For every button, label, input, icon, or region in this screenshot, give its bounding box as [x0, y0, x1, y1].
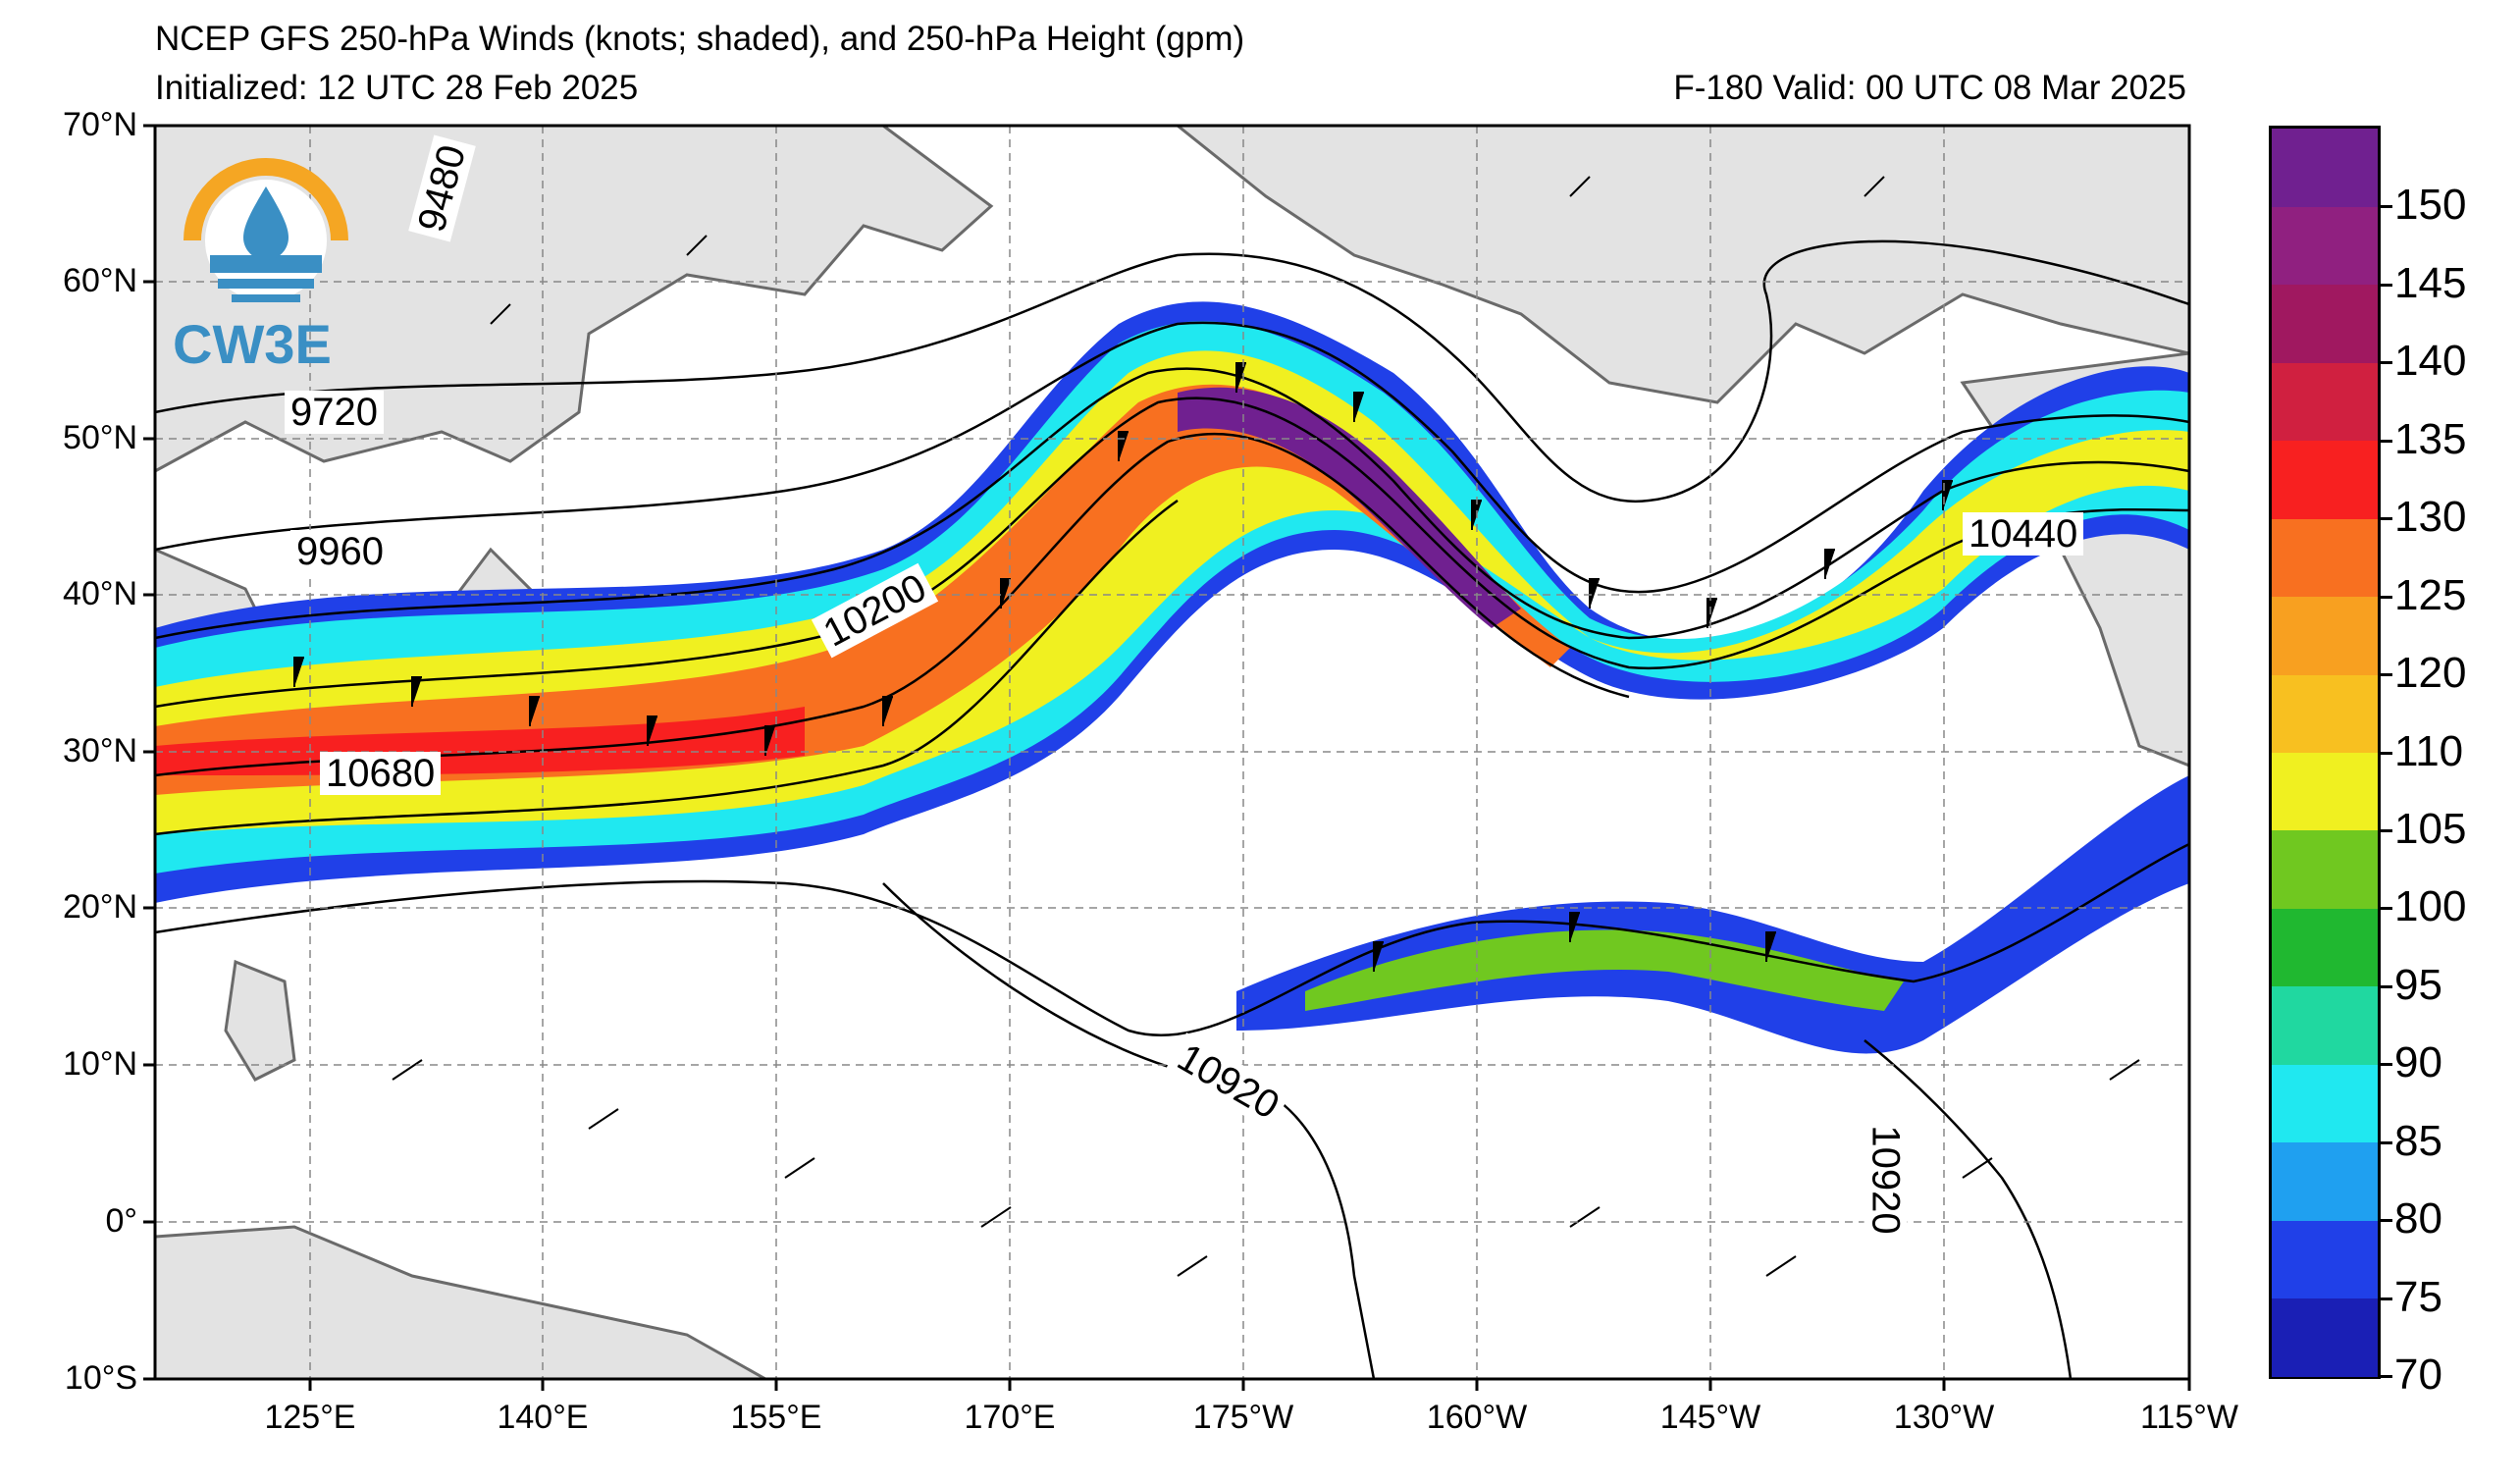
contour-label-9960: 9960 [290, 530, 390, 573]
colorbar-label: 135 [2394, 414, 2467, 463]
philippines-land [224, 959, 296, 1082]
colorbar-tick [2381, 361, 2392, 365]
jet-band-south-inner [1305, 929, 1904, 1011]
colorbar-tick [2381, 828, 2392, 832]
colorbar-tick [2381, 673, 2392, 677]
lat-label-0: 0° [105, 1202, 137, 1240]
colorbar-segment [2272, 596, 2378, 675]
colorbar-label: 130 [2394, 493, 2467, 542]
colorbar-label: 105 [2394, 804, 2467, 853]
colorbar-tick [2381, 1375, 2392, 1378]
colorbar-segment [2272, 129, 2378, 207]
wind-barbs [293, 176, 2140, 1277]
colorbar-segment [2272, 1064, 2378, 1143]
colorbar-label: 150 [2394, 181, 2467, 230]
colorbar-label: 85 [2394, 1116, 2442, 1165]
colorbar-segment [2272, 829, 2378, 909]
colorbar-label: 100 [2394, 882, 2467, 931]
lon-label-145w: 145°W [1659, 1399, 1761, 1436]
cw3e-logo [184, 158, 348, 302]
logo-sun-arc [184, 158, 348, 241]
colorbar-segment [2272, 440, 2378, 519]
colorbar-label: 110 [2394, 726, 2464, 775]
colorbar-label: 75 [2394, 1272, 2442, 1321]
siberia-land [155, 126, 994, 473]
alaska-land [1175, 126, 2189, 404]
colorbar-tick [2381, 205, 2392, 209]
jet-core-purple [1178, 387, 1521, 628]
colorbar-segment [2272, 752, 2378, 831]
lon-label-140e: 140°E [497, 1399, 589, 1436]
colorbar-tick [2381, 751, 2392, 755]
colorbar-segment [2272, 518, 2378, 598]
valid-time: F-180 Valid: 00 UTC 08 Mar 2025 [1673, 69, 2186, 107]
wind-speed-shading [155, 301, 2189, 1054]
lon-label-155e: 155°E [730, 1399, 822, 1436]
colorbar-label: 145 [2394, 258, 2467, 307]
logo-text: CW3E [173, 313, 332, 375]
colorbar-tick [2381, 1063, 2392, 1067]
lon-label-175w: 175°W [1192, 1399, 1294, 1436]
colorbar-segment [2272, 1298, 2378, 1377]
lat-label-10s: 10°S [64, 1359, 137, 1397]
lon-label-125e: 125°E [264, 1399, 356, 1436]
indonesia-land [155, 1225, 769, 1379]
colorbar-segment [2272, 206, 2378, 286]
lat-label-50n: 50°N [63, 419, 137, 456]
colorbar-tick [2381, 283, 2392, 287]
colorbar-segment [2272, 362, 2378, 442]
lat-label-30n: 30°N [63, 732, 137, 769]
lon-label-170e: 170°E [964, 1399, 1056, 1436]
colorbar [2269, 126, 2381, 1379]
lat-label-60n: 60°N [63, 262, 137, 299]
jet-core-red [155, 707, 805, 775]
colorbar-label: 80 [2394, 1194, 2442, 1244]
lon-label-160w: 160°W [1426, 1399, 1528, 1436]
colorbar-label: 90 [2394, 1038, 2442, 1087]
colorbar-label: 125 [2394, 570, 2467, 619]
colorbar-segment [2272, 674, 2378, 753]
colorbar-label: 95 [2394, 960, 2442, 1009]
lon-label-115w: 115°W [2140, 1399, 2238, 1436]
chart-title: NCEP GFS 250-hPa Winds (knots; shaded), … [155, 20, 1245, 58]
lat-label-70n: 70°N [63, 106, 137, 143]
colorbar-tick [2381, 1219, 2392, 1223]
colorbar-segment [2272, 284, 2378, 363]
colorbar-tick [2381, 1297, 2392, 1300]
jet-band-south [1236, 775, 2189, 1054]
lat-label-40n: 40°N [63, 575, 137, 612]
raindrop-icon [243, 186, 289, 260]
colorbar-labels: 70 75 80 85 90 95 100 105 110 120 125 130 135 140 145 1… [2394, 0, 2512, 1483]
contour-label-9720: 9720 [285, 391, 384, 434]
contour-label-10680: 10680 [320, 752, 442, 795]
contour-label-10440: 10440 [1963, 512, 2084, 556]
contour-label-10920-b: 10920 [1864, 1119, 1908, 1241]
colorbar-segment [2272, 985, 2378, 1065]
colorbar-tick [2381, 439, 2392, 443]
colorbar-tick [2381, 1140, 2392, 1144]
colorbar-label: 140 [2394, 337, 2467, 386]
axis-ticks [143, 124, 2191, 1391]
colorbar-label: 120 [2394, 649, 2467, 698]
colorbar-tick [2381, 984, 2392, 988]
initialized-time: Initialized: 12 UTC 28 Feb 2025 [155, 69, 639, 107]
lat-label-20n: 20°N [63, 888, 137, 926]
colorbar-label: 70 [2394, 1351, 2442, 1399]
lat-label-10n: 10°N [63, 1045, 137, 1083]
colorbar-segment [2272, 1220, 2378, 1299]
colorbar-segment [2272, 908, 2378, 987]
colorbar-tick [2381, 517, 2392, 521]
colorbar-segment [2272, 1141, 2378, 1221]
colorbar-tick [2381, 907, 2392, 911]
colorbar-tick [2381, 595, 2392, 599]
lon-label-130w: 130°W [1893, 1399, 1995, 1436]
